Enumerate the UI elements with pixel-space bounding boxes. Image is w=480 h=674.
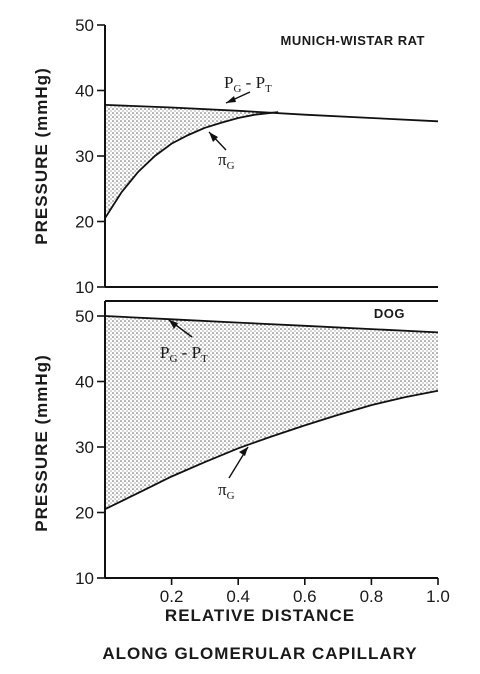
- bottom-y-axis-label: PRESSURE (mmHg): [32, 354, 51, 531]
- x-tick-label: 0.2: [160, 587, 184, 606]
- bottom-y-ticks: 10 20 30 40 50: [75, 307, 105, 588]
- bottom-panel: 10 20 30 40 50 0.2 0.4 0.6 0.8 1.0 DOG PRESSURE …: [32, 300, 450, 663]
- x-tick-label: 1.0: [426, 587, 450, 606]
- top-y-tick-label: 20: [75, 213, 94, 232]
- top-y-axis-label: PRESSURE (mmHg): [32, 67, 51, 244]
- bottom-pgpt-line: [104, 315, 439, 334]
- top-panel-title: MUNICH-WISTAR RAT: [281, 33, 426, 48]
- bottom-x-ticks: 0.2 0.4 0.6 0.8 1.0: [160, 578, 450, 606]
- x-axis-label: RELATIVE DISTANCE: [165, 606, 355, 625]
- bot-y-tick-label: 50: [75, 307, 94, 326]
- top-y-tick-label: 10: [75, 278, 94, 297]
- top-y-ticks: 10 20 30 40 50: [75, 16, 105, 297]
- bot-y-tick-label: 40: [75, 373, 94, 392]
- top-pi-line: [104, 111, 279, 219]
- top-panel: 10 20 30 40 50 MUNICH-WISTAR RAT PRESSURE (m…: [32, 16, 439, 297]
- top-shaded-region: [105, 104, 279, 219]
- x-tick-label: 0.4: [226, 587, 250, 606]
- svg-text:PG - PT: PG - PT: [224, 73, 272, 95]
- bottom-shaded-region: [105, 316, 438, 510]
- svg-text:PG - PT: PG - PT: [160, 343, 208, 365]
- bottom-panel-title: DOG: [374, 306, 405, 321]
- svg-text:πG: πG: [218, 150, 235, 172]
- x-axis-label-line2: ALONG GLOMERULAR CAPILLARY: [102, 644, 417, 663]
- top-pgpt-annotation: PG - PT: [224, 73, 272, 104]
- bottom-pi-annotation: πG: [218, 446, 249, 502]
- top-y-tick-label: 40: [75, 82, 94, 101]
- bot-y-tick-label: 10: [75, 569, 94, 588]
- top-y-tick-label: 30: [75, 147, 94, 166]
- x-tick-label: 0.6: [293, 587, 317, 606]
- top-y-tick-label: 50: [75, 16, 94, 35]
- bot-y-tick-label: 20: [75, 504, 94, 523]
- bot-y-tick-label: 30: [75, 438, 94, 457]
- svg-text:πG: πG: [218, 480, 235, 502]
- bottom-pgpt-annotation: PG - PT: [160, 319, 208, 365]
- top-pi-annotation: πG: [208, 131, 235, 172]
- x-tick-label: 0.8: [360, 587, 384, 606]
- bottom-pi-line: [104, 389, 439, 511]
